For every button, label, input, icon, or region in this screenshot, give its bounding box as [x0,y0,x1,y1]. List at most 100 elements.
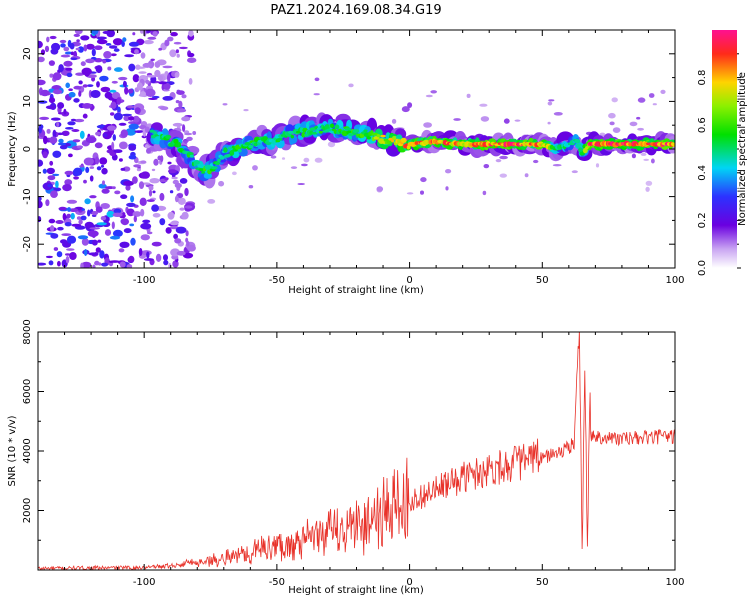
spectrogram-noise-blob [64,51,73,55]
spectrogram-noise-blob [91,30,99,35]
spectrogram-noise-blob [177,197,186,205]
spectrogram-noise-blob [139,30,144,34]
spectrogram-noise-blob [86,84,94,87]
spectrogram-noise-blob [107,66,112,71]
spectrogram-noise-blob [133,215,137,223]
spectrogram-noise-blob [106,125,117,131]
spectrogram-noise-blob [96,222,107,226]
spectrogram-noise-blob [123,115,130,122]
spectrogram-noise-blob [174,182,182,189]
spectrogram-noise-blob [71,223,82,227]
spectrogram-noise-blob [46,167,55,175]
spectrogram-noise-blob [123,81,127,88]
colorbar-gradient [712,30,737,268]
spectrogram-noise-blob [113,149,123,154]
spectrogram-noise-blob [132,115,140,123]
spectrogram-noise-blob [63,108,67,115]
spectrogram-noise-blob [100,164,105,168]
spectrogram-noise-blob [157,75,163,81]
spectrogram-noise-blob [91,48,96,57]
spectrogram-noise-blob [146,75,157,78]
spectrogram-faint-blob [301,163,308,167]
spectrogram-noise-blob [74,118,85,123]
spectrogram-noise-blob [142,62,152,68]
spectrogram-noise-blob [79,130,85,139]
spectrogram-noise-blob [106,30,115,38]
spectrogram-noise-blob [58,64,64,73]
spectrogram-noise-blob [95,247,101,253]
snr-y-axis-label: SNR (10 * v/v) [7,415,18,486]
spectrogram-faint-blob [453,118,461,121]
spectrogram-noise-blob [77,46,84,53]
spectrogram-noise-blob [143,40,154,45]
spectrogram-ridge-core [330,123,335,128]
spectrogram-noise-blob [113,208,122,214]
spectrogram-noise-blob [151,241,162,247]
spectrogram-noise-blob [68,91,76,98]
spectrogram-faint-blob [629,121,638,127]
spectrogram-noise-blob [179,178,188,184]
spectrogram-noise-blob [169,190,174,194]
spectrogram-ridge-core [201,170,206,174]
spectrogram-noise-blob [80,35,90,41]
spectrogram-noise-blob [38,56,45,63]
spectrogram-noise-blob [151,204,160,212]
spectrogram-noise-blob [163,260,169,266]
spectrogram-faint-blob [313,93,320,96]
spectrogram-faint-blob [243,109,249,112]
spectrogram-noise-blob [77,235,89,240]
spectrogram-noise-blob [38,79,46,86]
spectrogram-noise-blob [63,60,73,67]
spectrogram-faint-blob [524,173,529,178]
spectrogram-noise-blob [61,233,72,237]
snr-x-tick-label: -50 [269,577,285,588]
spectrogram-noise-blob [101,188,110,194]
spectrogram-noise-blob [144,126,150,133]
spectrogram-noise-blob [142,182,151,185]
spectrogram-noise-blob [185,230,189,237]
spectrogram-faint-blob [640,152,647,156]
spectrogram-noise-blob [128,144,137,151]
spectrogram-noise-blob [100,86,111,93]
spectrogram-noise-blob [84,198,91,205]
spectrogram-ridge-core [193,160,200,165]
spectrogram-noise-blob [83,44,88,52]
spectrogram-faint-blob [348,83,354,88]
spectrogram-noise-blob [98,262,102,266]
spectrogram-x-tick-label: 0 [406,275,412,286]
spectrogram-noise-blob [187,244,196,252]
spectrogram-noise-blob [95,131,101,136]
spectrogram-noise-blob [48,97,56,104]
spectrogram-noise-blob [140,160,147,164]
spectrogram-noise-blob [98,183,107,189]
spectrogram-noise-blob [106,210,115,218]
spectrogram-noise-blob [103,51,112,59]
spectrogram-noise-blob [176,250,186,256]
spectrogram-noise-blob [85,136,97,144]
spectrogram-noise-blob [112,212,123,217]
spectrogram-noise-blob [89,166,95,169]
spectrogram-ridge-core [576,143,582,148]
spectrogram-noise-blob [175,226,187,234]
spectrogram-faint-blob [192,131,197,135]
spectrogram-noise-blob [38,126,42,134]
spectrogram-noise-blob [163,254,168,261]
spectrogram-noise-blob [109,45,118,49]
spectrogram-noise-blob [136,168,141,172]
spectrogram-noise-blob [80,262,84,268]
spectrogram-noise-blob [125,184,131,191]
spectrogram-noise-blob [38,262,47,266]
spectrogram-noise-blob [87,209,91,217]
spectrogram-noise-blob [118,248,125,253]
spectrogram-noise-blob [167,73,171,83]
spectrogram-faint-blob [480,116,490,122]
spectrogram-faint-blob [391,118,397,124]
spectrogram-ridge-core [253,142,258,147]
spectrogram-noise-blob [74,30,83,35]
spectrogram-noise-blob [146,199,155,203]
spectrogram-faint-blob [643,158,650,161]
spectrogram-noise-blob [48,260,54,266]
spectrogram-faint-blob [232,171,237,176]
